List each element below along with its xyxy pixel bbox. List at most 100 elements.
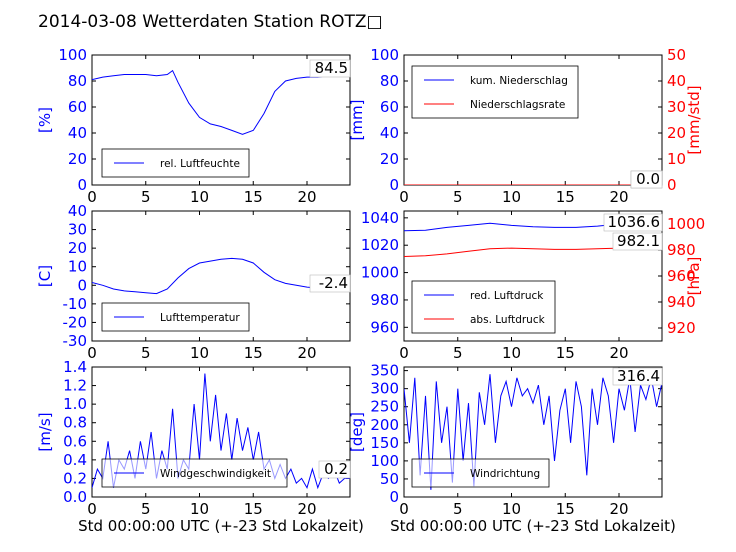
y-right-tick-label: 980 — [667, 241, 696, 259]
value-box — [309, 274, 351, 293]
y-tick-label: 1040 — [361, 209, 399, 227]
y-right-tick-label: 960 — [667, 267, 696, 285]
y-right-tick-label: 10 — [667, 150, 686, 168]
x-tick-label: 10 — [502, 500, 521, 518]
panel-wind-direction: 0 5 10 15 20050100150200250300350[deg]316.4W… — [348, 362, 676, 535]
y-right-tick-label: 40 — [667, 72, 686, 90]
y-axis-label: [C] — [36, 265, 54, 287]
panel-pressure: 0 5 10 15 20 960 980 1000 1020 1040 920 940 960 980 10… — [361, 209, 705, 362]
value-box — [630, 170, 663, 189]
y-tick-label: 150 — [370, 434, 399, 452]
y-right-tick-label: 20 — [667, 124, 686, 142]
last-value-label: 316.4 — [617, 367, 660, 385]
legend: Lufttemperatur — [101, 302, 250, 332]
legend: red. Luftdruck abs. Luftdruck — [411, 280, 556, 334]
legend-entry: kum. Niederschlag — [470, 75, 568, 87]
y-tick-label: 100 — [370, 452, 399, 470]
y-tick-label: 100 — [58, 46, 87, 64]
y-tick-label: 350 — [370, 362, 399, 380]
y-tick-label: 80 — [380, 72, 399, 90]
y-tick-label: 0.4 — [63, 451, 87, 469]
y-right-tick-label: 50 — [667, 46, 686, 64]
x-tick-label: 15 — [556, 344, 575, 362]
legend: kum. Niederschlag Niederschlagsrate — [411, 65, 579, 119]
legend: rel. Luftfeuchte — [101, 148, 250, 178]
x-tick-label: 5 — [141, 500, 151, 518]
x-tick-label: 5 — [453, 344, 463, 362]
panel-precipitation: 0 5 10 15 20 0 20 40 60 80 100 [mm] 0 10 20 30 40 50 [mm/s… — [348, 46, 703, 206]
y-tick-label: 40 — [68, 202, 87, 220]
last-value-label: 982.1 — [617, 232, 660, 250]
legend-box — [411, 65, 579, 119]
x-tick-label: 15 — [556, 500, 575, 518]
y-tick-label: 0 — [77, 176, 87, 194]
value-box — [612, 367, 663, 386]
value-box — [318, 460, 351, 479]
page-title: 2014-03-08 Wetterdaten Station ROTZ□ — [38, 12, 383, 32]
x-tick-label: 5 — [141, 344, 151, 362]
x-tick-label: 0 — [87, 344, 97, 362]
x-tick-label: 20 — [297, 188, 316, 206]
x-tick-label: 10 — [190, 500, 209, 518]
y-tick-label: 1020 — [361, 236, 399, 254]
panel-wind-speed: 0 5 10 15 200.00.20.40.60.81.01.21.4[m/s]0.2… — [36, 358, 364, 535]
y-tick-label: 10 — [68, 258, 87, 276]
y-tick-label: -30 — [63, 332, 88, 350]
x-tick-label: 0 — [399, 344, 409, 362]
y-right-tick-label: 940 — [667, 293, 696, 311]
y-tick-label: 0 — [77, 276, 87, 294]
x-tick-label: 0 — [399, 188, 409, 206]
legend-box — [411, 280, 556, 334]
legend: Windgeschwindigkeit — [101, 458, 288, 488]
panel-humidity: 0 5 10 15 20 0 20 40 60 80 100 [%] 84.5 rel. Luftfeuc… — [36, 46, 351, 206]
axes-frame — [403, 366, 663, 498]
x-tick-label: 15 — [244, 500, 263, 518]
x-tick-label: 20 — [297, 344, 316, 362]
last-value-label: 1036.6 — [608, 213, 661, 231]
legend-entry: rel. Luftfeuchte — [160, 158, 240, 170]
y-tick-label: 20 — [68, 239, 87, 257]
series-line-lufttemperatur — [92, 257, 350, 295]
last-value-label: 84.5 — [315, 59, 348, 77]
y-tick-label: 1.2 — [63, 377, 87, 395]
x-tick-label: 10 — [502, 188, 521, 206]
y-tick-label: 20 — [68, 150, 87, 168]
y-right-tick-label: 0 — [667, 176, 677, 194]
x-tick-label: 5 — [141, 188, 151, 206]
x-tick-label: 20 — [609, 188, 628, 206]
y-tick-label: 50 — [380, 470, 399, 488]
legend: Windrichtung — [411, 458, 550, 488]
legend-entry: red. Luftdruck — [470, 290, 544, 302]
y-right-axis-label: [mm/std] — [685, 85, 703, 154]
y-tick-label: 60 — [68, 98, 87, 116]
value-box — [612, 232, 663, 251]
x-tick-label: 20 — [609, 500, 628, 518]
x-tick-label: 5 — [453, 500, 463, 518]
x-tick-label: 5 — [453, 188, 463, 206]
x-tick-label: 15 — [244, 188, 263, 206]
x-tick-label: 10 — [502, 344, 521, 362]
last-value-label: -2.4 — [319, 274, 348, 292]
y-tick-label: 1.0 — [63, 395, 87, 413]
y-tick-label: 0.6 — [63, 432, 87, 450]
last-value-label: 0.2 — [324, 460, 348, 478]
y-tick-label: 250 — [370, 398, 399, 416]
x-tick-label: 15 — [556, 188, 575, 206]
y-tick-label: 60 — [380, 98, 399, 116]
y-axis-label: [%] — [36, 107, 54, 133]
y-tick-label: 1000 — [361, 264, 399, 282]
x-axis-label: Std 00:00:00 UTC (+-23 Std Lokalzeit) — [390, 517, 676, 535]
y-tick-label: 100 — [370, 46, 399, 64]
x-tick-label: 15 — [244, 344, 263, 362]
legend-entry: Windrichtung — [470, 468, 540, 480]
y-tick-label: -20 — [63, 313, 88, 331]
y-right-tick-label: 30 — [667, 98, 686, 116]
y-tick-label: 200 — [370, 416, 399, 434]
y-axis-label: [m/s] — [36, 412, 54, 451]
y-tick-label: 20 — [380, 150, 399, 168]
legend-entry: Lufttemperatur — [160, 312, 240, 324]
y-tick-label: 0.8 — [63, 414, 87, 432]
y-tick-label: 40 — [380, 124, 399, 142]
